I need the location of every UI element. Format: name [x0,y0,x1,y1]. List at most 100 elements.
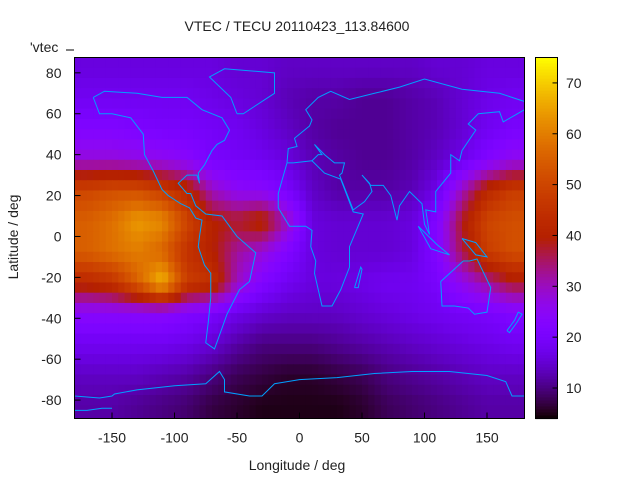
heatmap-cell [199,88,207,99]
heatmap-cell [130,354,138,365]
heatmap-cell [212,67,219,79]
heatmap-cell [124,200,132,212]
heatmap-cell [249,139,257,151]
heatmap-cell [168,343,175,355]
heatmap-cell [312,394,319,406]
heatmap-cell [274,108,282,120]
heatmap-cell [249,169,257,181]
colorbar-segment [535,150,558,155]
heatmap-cell [243,251,250,263]
heatmap-cell [280,159,288,171]
heatmap-cell [480,57,488,69]
heatmap-cell [155,262,163,273]
heatmap-cell [124,415,132,419]
colorbar-tick-label: 20 [566,329,582,345]
heatmap-cell [87,159,94,171]
heatmap-cell [305,251,313,263]
heatmap-cell [268,190,275,202]
heatmap-cell [249,241,257,253]
heatmap-cell [393,231,400,243]
heatmap-cell [518,67,525,79]
heatmap-cell [387,313,394,324]
heatmap-cell [199,364,207,376]
heatmap-cell [155,394,163,406]
colorbar-segment [535,301,558,305]
heatmap-cell [418,98,425,110]
heatmap-cell [224,364,232,376]
heatmap-cell [318,108,325,120]
heatmap-cell [105,190,113,202]
heatmap-cell [205,333,213,345]
heatmap-cell [162,88,169,99]
heatmap-cell [480,323,488,335]
heatmap-cell [224,149,232,161]
heatmap-cell [218,88,225,99]
heatmap-cell [180,241,188,253]
heatmap-cell [505,364,513,376]
heatmap-cell [437,210,444,222]
heatmap-cell [130,251,138,263]
colorbar-segment [535,310,558,314]
heatmap-cell [505,98,513,110]
heatmap-cell [380,149,388,161]
heatmap-cell [424,57,432,69]
heatmap-cell [299,159,307,171]
heatmap-cell [155,77,163,89]
heatmap-cell [180,67,188,79]
heatmap-cell [255,190,263,202]
heatmap-cell [199,384,207,396]
coastline [74,370,525,399]
heatmap-cell [393,210,400,222]
heatmap-cell [405,88,413,99]
heatmap-cell [155,343,163,355]
heatmap-cell [87,210,94,222]
heatmap-cell [330,323,338,335]
heatmap-cell [230,180,238,191]
heatmap-cell [337,405,344,416]
heatmap-cell [380,77,388,89]
heatmap-cell [255,149,263,161]
heatmap-cell [518,302,525,314]
heatmap-cell [99,129,107,140]
heatmap-cell [230,139,238,151]
heatmap-cell [193,77,200,89]
heatmap-cell [262,180,269,191]
heatmap-cell [474,405,482,416]
heatmap-cell [412,139,419,151]
heatmap-cell [505,262,513,273]
heatmap-cell [218,292,225,304]
heatmap-cell [443,190,450,202]
colorbar-segment [535,93,558,98]
heatmap-cell [105,200,113,212]
heatmap-cell [155,282,163,294]
heatmap-cell [180,262,188,273]
heatmap-cell [380,231,388,243]
heatmap-cell [474,333,482,345]
heatmap-cell [312,364,319,376]
heatmap-cell [118,272,125,283]
heatmap-cell [155,231,163,243]
heatmap-cell [280,374,288,386]
heatmap-cell [305,302,313,314]
heatmap-cell [480,67,488,79]
heatmap-cell [299,384,307,396]
heatmap-cell [337,200,344,212]
heatmap-cell [399,323,407,335]
heatmap-cell [474,241,482,253]
heatmap-cell [387,77,394,89]
heatmap-cell [99,118,107,130]
heatmap-cell [493,384,500,396]
heatmap-cell [149,364,157,376]
heatmap-cell [280,129,288,140]
heatmap-cell [193,415,200,419]
heatmap-cell [293,231,300,243]
heatmap-cell [324,364,332,376]
heatmap-cell [205,88,213,99]
heatmap-cell [180,333,188,345]
heatmap-cell [162,415,169,419]
heatmap-cell [255,323,263,335]
heatmap-cell [480,354,488,365]
heatmap-cell [512,241,519,253]
heatmap-cell [462,374,469,386]
heatmap-cell [349,415,357,419]
